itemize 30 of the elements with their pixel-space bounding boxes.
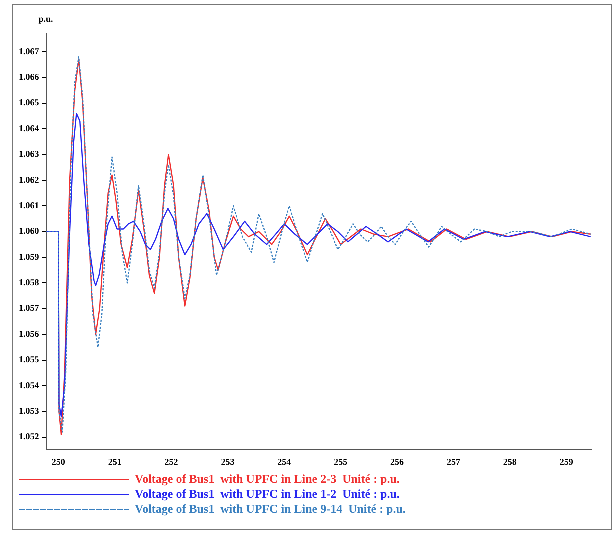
y-axis-title: p.u. [38,14,54,24]
x-tick-label: 253 [221,456,236,467]
y-tick-label: 1.061 [19,200,40,210]
y-tick-label: 1.067 [19,46,40,56]
y-tick-label: 1.055 [19,354,40,365]
y-tick-label: 1.057 [19,303,40,314]
text: Voltage of Bus1 with UPFC in Line 1-2 Unité : p.u. [135,487,400,502]
y-tick-label: 1.065 [19,98,40,108]
x-tick-label: 259 [560,456,574,467]
y-tick-label: 1.059 [19,252,40,262]
y-tick-label: 1.053 [19,406,40,416]
y-tick-label: 1.060 [19,226,40,236]
x-tick-label: 251 [108,456,122,467]
text: Voltage of Bus1 with UPFC in Line 9-14 Unité : p.u. [135,502,406,516]
x-tick-label: 254 [278,456,292,467]
x-tick-label: 250 [52,456,66,467]
text: Voltage of Bus1 with UPFC in Line 2-3 Unité : p.u. [135,472,400,486]
y-tick-label: 1.052 [19,432,40,442]
x-tick-label: 258 [503,456,518,467]
x-tick-label: 256 [390,456,405,467]
y-tick-label: 1.066 [19,72,40,82]
y-tick-label: 1.058 [19,278,40,288]
y-tick-label: 1.056 [19,328,40,339]
y-tick-label: 1.064 [19,123,40,134]
x-tick-label: 252 [164,456,179,467]
y-tick-label: 1.054 [19,380,40,390]
y-tick-label: 1.063 [19,149,40,160]
y-tick-label: 1.062 [19,174,40,185]
x-tick-label: 257 [446,456,461,467]
x-tick-label: 255 [334,456,348,467]
